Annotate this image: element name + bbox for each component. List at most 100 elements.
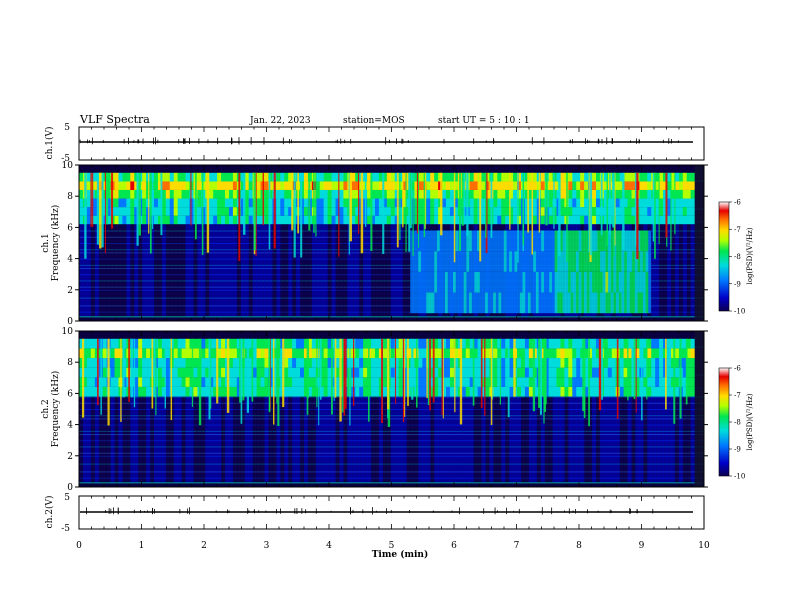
spec1-band-cell: [481, 207, 486, 216]
spec2-band-cell: [157, 377, 163, 387]
spec1-band-cell: [264, 215, 269, 225]
spec1-band-cell: [595, 172, 601, 182]
spec2-band-cell: [564, 367, 569, 378]
spec2-band-cell: [335, 367, 340, 378]
spec1-noise-cell: [682, 224, 688, 317]
spec2-band-cell: [110, 358, 115, 368]
spec2-band-cell: [79, 386, 84, 397]
spec2-band-cell: [655, 377, 660, 387]
spec1-hiss-cell: [436, 292, 440, 314]
spec2-band-cell: [398, 358, 403, 368]
spec1-band-cell: [670, 215, 676, 225]
spec2-band-cell: [394, 377, 400, 387]
spec2-band-cell: [485, 348, 490, 359]
spec2-band-cell: [667, 358, 672, 368]
spec1-burst: [382, 172, 385, 254]
spec1-hiss-cell: [501, 251, 505, 272]
spec1-hiss-cell: [618, 230, 622, 252]
spec1-band-cell: [603, 198, 609, 208]
spec1-hiss-cell: [648, 230, 652, 252]
spec2-band-cell: [315, 348, 321, 359]
spec1-band-cell: [102, 172, 108, 182]
spec1-band-cell: [560, 181, 565, 190]
spec1-hiss-cell: [519, 271, 523, 293]
spec2-band-cell: [102, 377, 108, 387]
spec1-hiss-cell: [461, 292, 465, 314]
spec1-band-cell: [209, 198, 214, 208]
spec1-band-cell: [548, 181, 553, 190]
spec1-band-cell: [627, 181, 632, 190]
spec1-band-cell: [528, 207, 534, 216]
spec2-band-cell: [572, 338, 577, 349]
spec2-band-cell: [146, 386, 151, 397]
spec1-band-cell: [264, 198, 269, 208]
spec1-hiss-cell: [608, 271, 612, 293]
spec2-band-cell: [627, 377, 632, 387]
spec1-band-cell: [678, 181, 684, 190]
spec1-hiss-cell: [431, 292, 435, 314]
spec1-burst: [479, 172, 482, 262]
spec2-band-cell: [335, 377, 340, 387]
spec2-band-cell: [323, 367, 329, 378]
spec1-noise-cell: [402, 224, 407, 317]
spec2-band-cell: [189, 358, 194, 368]
spec1-hiss-cell: [412, 292, 416, 314]
spec1-band-cell: [667, 207, 672, 216]
spec2-band-cell: [544, 358, 550, 368]
spec1-band-cell: [355, 198, 360, 208]
spec1-band-cell: [165, 215, 171, 225]
spec2-noise-cell: [367, 396, 372, 483]
spec2-band-cell: [161, 386, 167, 397]
spec2-band-cell: [603, 338, 609, 349]
spec1-band-cell: [319, 181, 325, 190]
spec1-band-cell: [402, 181, 407, 190]
spec2-band-cell: [319, 377, 325, 387]
spec2-noise-cell: [461, 396, 467, 483]
spec2-band-cell: [284, 367, 289, 378]
spec2-band-cell: [355, 338, 360, 349]
spec1-noise-cell: [146, 224, 151, 317]
spec2-band-cell: [627, 386, 632, 397]
spec2-band-cell: [102, 367, 108, 378]
spec2-band-cell: [603, 367, 609, 378]
spec1-hiss-cell: [434, 251, 438, 272]
spec1-band-cell: [560, 207, 565, 216]
spec1-band-cell: [627, 172, 632, 182]
spec1-hiss-cell: [469, 271, 473, 293]
spec2-band-cell: [228, 338, 234, 349]
spec2-band-cell: [217, 377, 222, 387]
spec1-band-cell: [398, 198, 403, 208]
spec1-hiss-cell: [463, 271, 467, 293]
spec1-band-cell: [446, 207, 451, 216]
spec2-noise-cell: [406, 396, 411, 483]
spec1-band-cell: [173, 189, 179, 199]
spec2-band-cell: [382, 367, 388, 378]
spec2-band-cell: [213, 386, 218, 397]
spec1-hiss-cell: [567, 230, 571, 252]
spec2-band-cell: [114, 348, 119, 359]
spec1-band-cell: [122, 189, 127, 199]
spec1-hiss-cell: [576, 230, 579, 252]
spec1-hiss-cell: [642, 230, 646, 252]
spec2-band-cell: [477, 377, 482, 387]
spec2-band-cell: [686, 377, 692, 387]
spec2-band-cell: [603, 386, 609, 397]
spec1-noise-cell: [398, 224, 403, 317]
spec2-burst: [246, 338, 250, 413]
spec2-band-cell: [556, 358, 561, 368]
spec1-hiss-cell: [455, 230, 459, 252]
spec1-hiss-cell: [554, 292, 558, 314]
spec1-burst: [522, 172, 525, 246]
spec1-hiss-cell: [447, 271, 451, 293]
spec1-band-cell: [221, 189, 226, 199]
spec1-noise-cell: [228, 224, 234, 317]
spec1-burst: [665, 172, 668, 238]
spec1-band-cell: [181, 189, 186, 199]
colorbar-tick-label: -7: [734, 226, 741, 234]
spec2-band-cell: [390, 358, 396, 368]
spec1-burst: [538, 172, 541, 233]
spec2-noise-cell: [296, 396, 301, 483]
spec1-band-cell: [232, 181, 238, 190]
spec1-band-cell: [497, 172, 502, 182]
spec1-hiss-cell: [410, 271, 414, 293]
